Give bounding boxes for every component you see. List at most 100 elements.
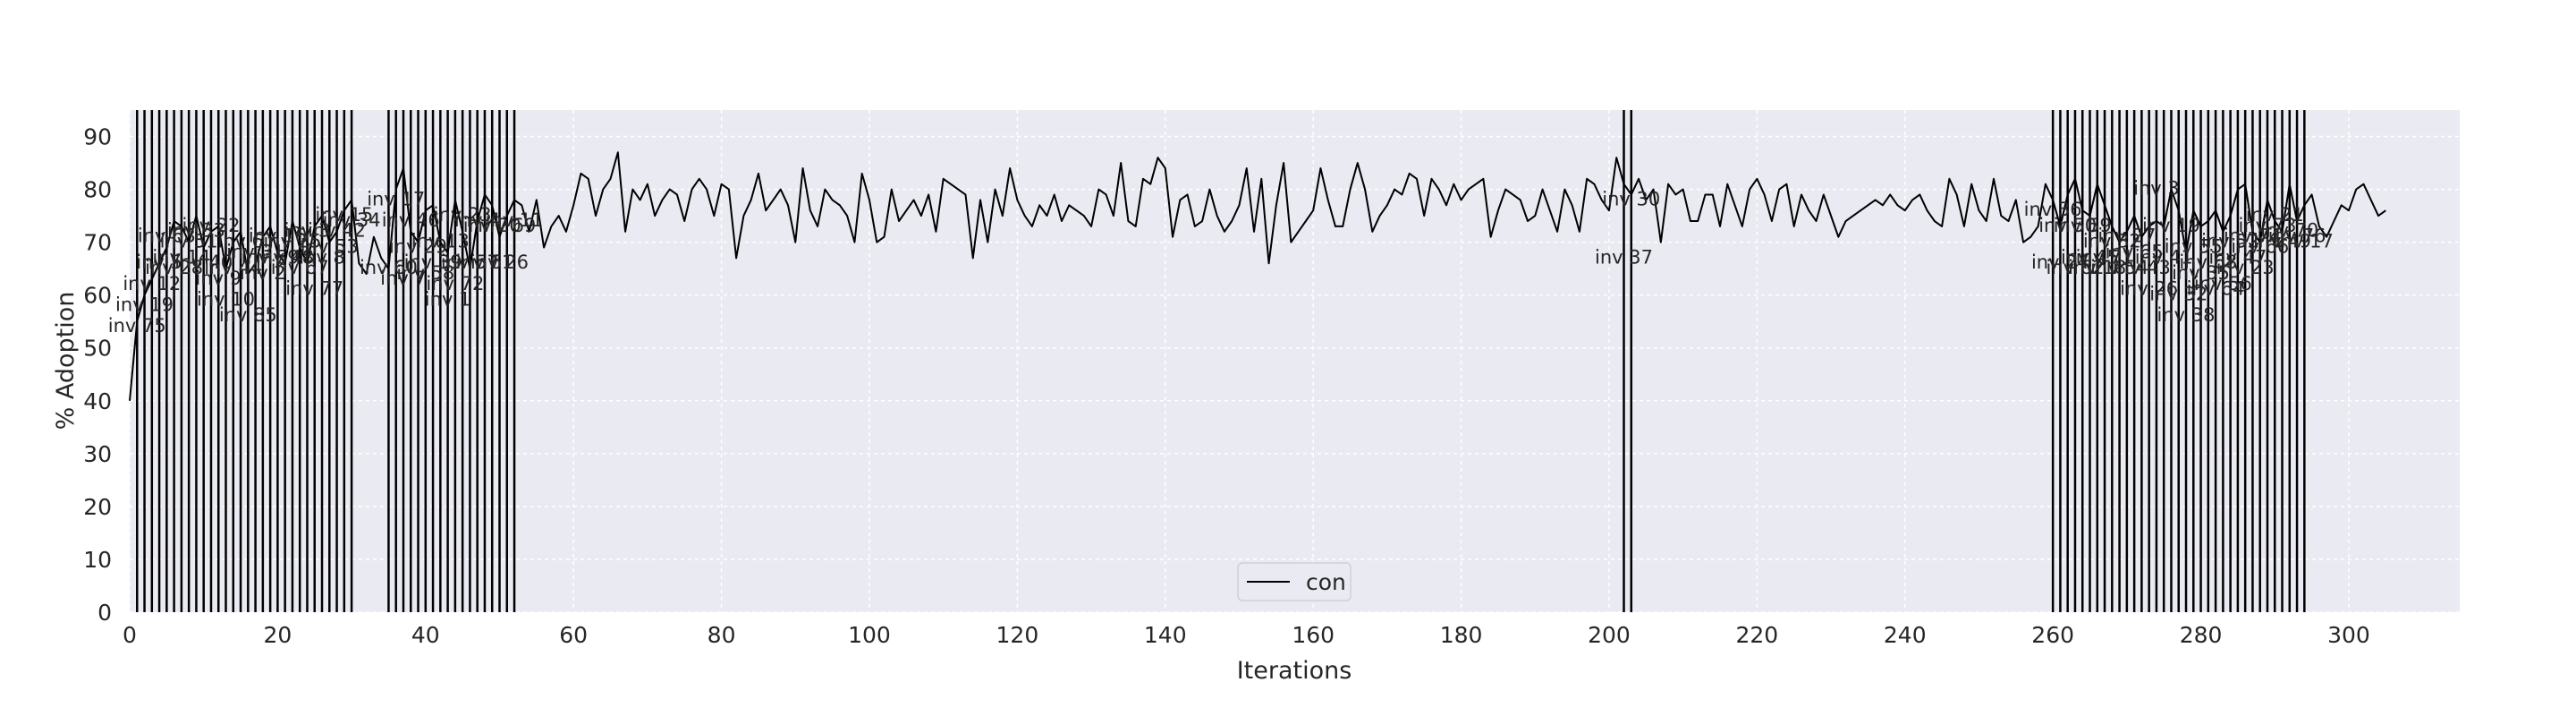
intervention-label: inv 40 xyxy=(174,251,233,273)
intervention-label: inv 26 xyxy=(470,251,529,273)
y-tick-label: 20 xyxy=(83,494,112,520)
intervention-label: inv 12 xyxy=(123,273,181,294)
intervention-label: inv 47 xyxy=(2208,246,2267,268)
intervention-label: inv 73 xyxy=(2238,215,2296,236)
intervention-label: inv 15 xyxy=(315,204,373,226)
intervention-label: inv 70 xyxy=(2260,220,2318,242)
x-tick-label: 160 xyxy=(1292,622,1335,648)
intervention-label: inv 65 xyxy=(2106,241,2164,262)
intervention-label: inv 6 xyxy=(217,231,264,252)
intervention-label: inv 35 xyxy=(2172,262,2230,284)
intervention-label: inv 32 xyxy=(2083,231,2141,252)
intervention-label: inv 68 xyxy=(2179,251,2237,273)
intervention-label: inv 72 xyxy=(426,273,484,294)
x-axis-title: Iterations xyxy=(1237,657,1352,685)
series-line-con xyxy=(129,151,2386,401)
intervention-label: inv 75 xyxy=(108,315,166,337)
intervention-label: inv 10 xyxy=(197,288,255,310)
intervention-label: inv 50 xyxy=(2038,215,2097,236)
intervention-label: inv 60 xyxy=(360,257,418,278)
intervention-label: inv 14 xyxy=(152,246,210,268)
y-tick-label: 90 xyxy=(83,124,112,150)
intervention-label: inv 25 xyxy=(263,231,321,252)
intervention-label: inv 28 xyxy=(145,257,203,278)
intervention-label: inv 44 xyxy=(204,257,262,278)
intervention-label: inv 17 xyxy=(2275,231,2334,252)
legend-box xyxy=(1237,562,1352,601)
intervention-label: inv 3 xyxy=(284,220,331,242)
intervention-label: inv 62 xyxy=(2046,257,2104,278)
intervention-label: inv 9 xyxy=(195,268,242,289)
intervention-label: inv 59 xyxy=(2054,215,2112,236)
intervention-label: inv 39 xyxy=(404,251,462,273)
intervention-label: inv 19 xyxy=(2142,215,2200,236)
x-tick-label: 220 xyxy=(1736,622,1779,648)
y-tick-label: 0 xyxy=(97,600,112,626)
intervention-label: inv 30 xyxy=(1602,188,1660,209)
intervention-label: inv 46 xyxy=(382,209,440,231)
intervention-label: inv 8 xyxy=(299,246,345,268)
intervention-label: inv 49 xyxy=(2253,231,2311,252)
x-tick-label: 240 xyxy=(1884,622,1927,648)
intervention-label: inv 61 xyxy=(455,251,513,273)
y-tick-label: 10 xyxy=(83,547,112,573)
y-tick-label: 40 xyxy=(83,388,112,414)
x-tick-label: 40 xyxy=(411,622,440,648)
y-tick-label: 80 xyxy=(83,177,112,203)
intervention-label: inv 29 xyxy=(389,235,447,257)
x-tick-label: 0 xyxy=(123,622,137,648)
intervention-label: inv 71 xyxy=(2076,246,2134,268)
intervention-label: inv 19 xyxy=(115,294,174,315)
intervention-label: inv 23 xyxy=(434,204,492,226)
x-tick-label: 120 xyxy=(996,622,1039,648)
intervention-label: inv 85 xyxy=(219,304,277,326)
intervention-label: inv 42 xyxy=(308,220,366,242)
intervention-label: inv 56 xyxy=(2194,273,2252,294)
intervention-label: inv 3 xyxy=(2133,177,2180,199)
intervention-label: inv 59 xyxy=(242,246,300,268)
x-tick-label: 300 xyxy=(2327,622,2370,648)
series-layer xyxy=(129,151,2386,401)
intervention-label: inv 24 xyxy=(2031,251,2089,273)
x-tick-label: 280 xyxy=(2180,622,2223,648)
intervention-label: inv 53 xyxy=(301,235,359,257)
intervention-label: inv 67 xyxy=(271,257,329,278)
intervention-label: inv 51 xyxy=(160,231,218,252)
intervention-label: inv 26 xyxy=(2120,278,2178,300)
intervention-label: inv 43 xyxy=(2113,257,2171,278)
intervention-label: inv 76 xyxy=(2268,226,2326,247)
intervention-label: inv 37 xyxy=(1595,246,1653,268)
intervention-label: inv 31 xyxy=(226,241,284,262)
intervention-label: inv 69 xyxy=(478,215,536,236)
intervention-label: inv 13 xyxy=(411,231,470,252)
x-tick-label: 180 xyxy=(1440,622,1483,648)
intervention-label: inv 77 xyxy=(285,278,343,300)
intervention-label: inv 58 xyxy=(396,262,454,284)
intervention-label: inv 23 xyxy=(2216,257,2275,278)
intervention-label: inv 57 xyxy=(441,251,499,273)
intervention-label: inv 16 xyxy=(249,226,307,247)
intervention-label: inv 41 xyxy=(2135,246,2193,268)
intervention-label: inv 4 xyxy=(454,209,501,231)
x-tick-label: 140 xyxy=(1144,622,1187,648)
intervention-label: inv 66 xyxy=(2231,235,2289,257)
intervention-label: inv 74 xyxy=(2224,226,2282,247)
plot-background xyxy=(130,110,2460,612)
x-tick-label: 80 xyxy=(708,622,736,648)
intervention-label: inv 2 xyxy=(240,262,286,284)
intervention-label: inv 1 xyxy=(425,288,471,310)
legend: con xyxy=(1237,562,1352,601)
y-axis-title: % Adoption xyxy=(52,292,80,430)
intervention-label: inv 45 xyxy=(2061,246,2119,268)
y-tick-label: 50 xyxy=(83,336,112,362)
intervention-label: inv 48 xyxy=(256,246,314,268)
intervention-label: inv 21 xyxy=(2246,204,2304,226)
intervention-label: inv 7 xyxy=(380,268,427,289)
x-tick-label: 200 xyxy=(1588,622,1631,648)
intervention-label: inv 27 xyxy=(2097,226,2156,247)
intervention-label: inv 38 xyxy=(2157,304,2216,326)
y-tick-label: 60 xyxy=(83,283,112,309)
intervention-label: inv 63 xyxy=(138,226,196,247)
